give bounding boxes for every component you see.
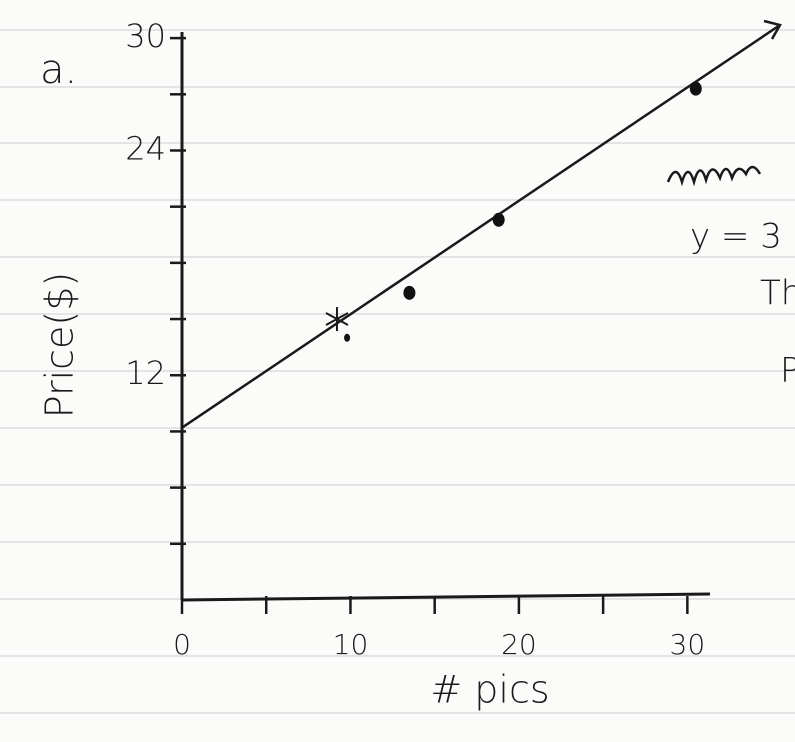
x-axis-label: # pics bbox=[430, 668, 549, 712]
data-point bbox=[493, 213, 505, 227]
data-point bbox=[344, 334, 350, 342]
paper-lines bbox=[0, 30, 795, 713]
y-axis-label: Price($) bbox=[38, 272, 82, 419]
x-tick-label: 10 bbox=[333, 628, 369, 661]
panel-label: a. bbox=[40, 47, 77, 93]
scribble bbox=[668, 167, 760, 182]
data-point bbox=[403, 286, 415, 300]
y-tick-label: 24 bbox=[125, 129, 166, 167]
x-tick-label: 20 bbox=[501, 628, 537, 661]
annotation: Th bbox=[760, 274, 795, 314]
y-tick-label: 12 bbox=[125, 354, 166, 392]
y-tick-label: 30 bbox=[125, 17, 166, 55]
annotation: y = 3 bbox=[690, 217, 782, 257]
annotation: P bbox=[780, 351, 795, 391]
x-tick-label: 0 bbox=[173, 628, 191, 661]
page: a. Price($) # pics y = 3 Th P 12 24 30 0 10 2… bbox=[0, 0, 795, 742]
data-point bbox=[690, 82, 702, 96]
x-tick-label: 30 bbox=[670, 628, 706, 661]
